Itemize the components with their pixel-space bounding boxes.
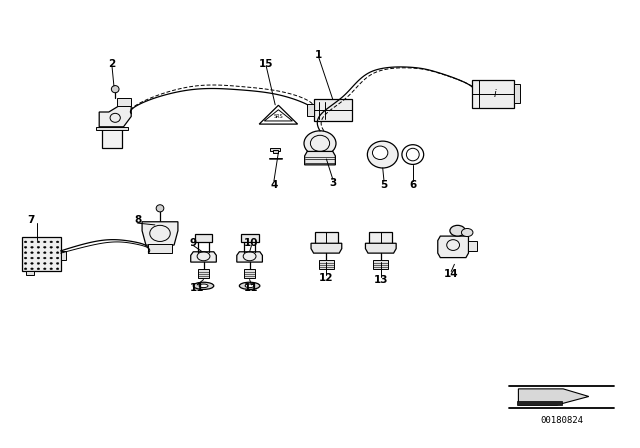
Polygon shape	[237, 252, 262, 262]
Ellipse shape	[56, 268, 59, 270]
Text: 13: 13	[374, 275, 388, 285]
Ellipse shape	[50, 252, 52, 254]
Text: SRS: SRS	[273, 113, 284, 119]
Ellipse shape	[56, 252, 59, 254]
Ellipse shape	[37, 257, 40, 259]
Bar	[472, 80, 514, 108]
Text: 11: 11	[244, 283, 259, 293]
Text: 2: 2	[108, 59, 116, 69]
Text: 1: 1	[315, 50, 323, 60]
Polygon shape	[191, 252, 216, 262]
Ellipse shape	[245, 284, 254, 288]
Ellipse shape	[111, 86, 119, 93]
Polygon shape	[305, 151, 335, 165]
Text: 8: 8	[134, 215, 141, 225]
Polygon shape	[517, 401, 562, 405]
Text: i: i	[493, 89, 496, 99]
Ellipse shape	[367, 141, 398, 168]
Polygon shape	[438, 236, 468, 258]
Ellipse shape	[31, 263, 33, 264]
Bar	[22, 237, 61, 271]
Text: 15: 15	[259, 59, 273, 69]
Polygon shape	[307, 104, 314, 116]
Text: 00180824: 00180824	[540, 416, 584, 425]
Ellipse shape	[50, 268, 52, 270]
Ellipse shape	[24, 268, 27, 270]
Polygon shape	[514, 84, 520, 103]
Ellipse shape	[31, 246, 33, 248]
Ellipse shape	[44, 263, 46, 264]
Ellipse shape	[37, 263, 40, 264]
Ellipse shape	[24, 263, 27, 264]
Ellipse shape	[56, 263, 59, 264]
Bar	[314, 99, 352, 121]
Bar	[270, 148, 280, 151]
Ellipse shape	[461, 228, 473, 237]
Text: 14: 14	[444, 269, 458, 279]
Text: 3: 3	[329, 178, 337, 188]
Ellipse shape	[372, 146, 388, 159]
Ellipse shape	[31, 257, 33, 259]
Bar	[117, 98, 131, 106]
Polygon shape	[365, 243, 396, 253]
Text: 7: 7	[27, 215, 35, 225]
Text: 11: 11	[190, 283, 204, 293]
Bar	[26, 271, 34, 275]
Bar	[241, 234, 259, 242]
Ellipse shape	[56, 246, 59, 248]
Bar	[319, 260, 334, 269]
Ellipse shape	[37, 252, 40, 254]
Text: 4: 4	[270, 180, 278, 190]
Ellipse shape	[44, 257, 46, 259]
Polygon shape	[518, 389, 589, 405]
Ellipse shape	[24, 241, 27, 243]
Ellipse shape	[156, 205, 164, 212]
Ellipse shape	[44, 252, 46, 254]
Ellipse shape	[50, 241, 52, 243]
Ellipse shape	[44, 241, 46, 243]
Bar	[273, 150, 278, 153]
Bar	[315, 232, 338, 244]
Ellipse shape	[239, 282, 260, 289]
Bar	[102, 129, 122, 148]
Ellipse shape	[450, 225, 465, 236]
Polygon shape	[311, 243, 342, 253]
Ellipse shape	[31, 241, 33, 243]
Ellipse shape	[50, 246, 52, 248]
Text: 5: 5	[380, 180, 388, 190]
Ellipse shape	[199, 284, 208, 288]
Ellipse shape	[37, 268, 40, 270]
Polygon shape	[142, 222, 178, 245]
Ellipse shape	[24, 257, 27, 259]
Polygon shape	[96, 127, 128, 130]
Bar	[369, 232, 392, 244]
Ellipse shape	[50, 263, 52, 264]
Text: 6: 6	[409, 180, 417, 190]
Ellipse shape	[304, 131, 336, 156]
Bar	[148, 244, 172, 253]
Ellipse shape	[37, 241, 40, 243]
Ellipse shape	[44, 268, 46, 270]
Ellipse shape	[44, 246, 46, 248]
Ellipse shape	[56, 241, 59, 243]
Text: 10: 10	[244, 238, 259, 248]
Polygon shape	[99, 106, 131, 127]
Ellipse shape	[24, 252, 27, 254]
Bar	[244, 269, 255, 278]
Ellipse shape	[193, 282, 214, 289]
Bar	[373, 260, 388, 269]
Bar	[195, 234, 212, 242]
Ellipse shape	[37, 246, 40, 248]
Text: 9: 9	[189, 238, 197, 248]
Ellipse shape	[31, 268, 33, 270]
Ellipse shape	[56, 257, 59, 259]
Ellipse shape	[31, 252, 33, 254]
Bar	[468, 241, 477, 251]
Bar	[198, 269, 209, 278]
Ellipse shape	[50, 257, 52, 259]
Ellipse shape	[24, 246, 27, 248]
Text: 12: 12	[319, 273, 333, 283]
Polygon shape	[61, 251, 66, 260]
